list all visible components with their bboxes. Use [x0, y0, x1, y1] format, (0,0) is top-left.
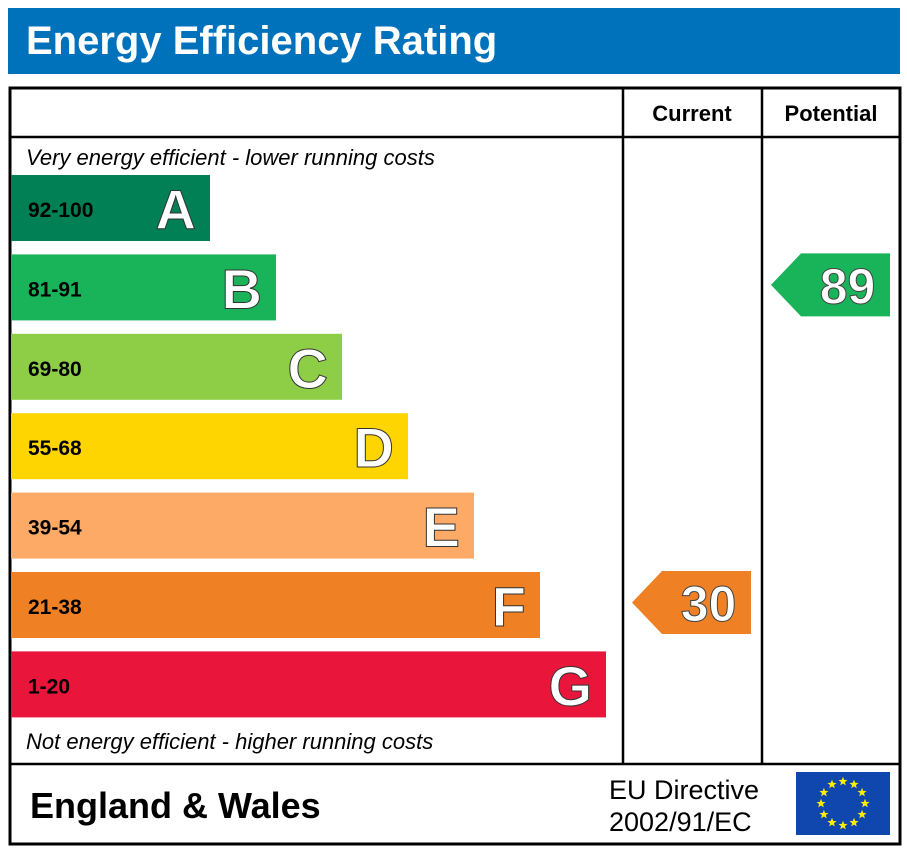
top-note: Very energy efficient - lower running co… [26, 145, 435, 170]
eu-star [849, 817, 859, 827]
directive-line2: 2002/91/EC [609, 807, 752, 837]
eu-star [857, 809, 867, 819]
band-letter: D [354, 416, 394, 479]
directive-line1: EU Directive [609, 775, 759, 805]
current-rating-arrow: 30 [632, 571, 751, 634]
current-rating-value: 30 [681, 576, 737, 632]
band-letter: F [492, 575, 526, 638]
band-range: 92-100 [28, 199, 93, 222]
eu-star [827, 779, 837, 789]
region-label: England & Wales [30, 785, 321, 826]
band-letter: B [222, 257, 262, 320]
eu-star [857, 787, 867, 797]
eu-star [819, 809, 829, 819]
band-letter: E [423, 496, 460, 559]
potential-rating-arrow: 89 [771, 253, 890, 317]
band-d: 55-68 D [11, 413, 408, 480]
frame [8, 86, 902, 846]
eu-star [838, 820, 848, 830]
band-e: 39-54 E [11, 492, 474, 559]
band-b: 81-91 B [11, 254, 276, 321]
band-range: 81-91 [28, 278, 82, 301]
potential-rating-value: 89 [820, 258, 876, 314]
band-g: 1-20 G [11, 651, 606, 718]
band-letter: C [288, 337, 328, 400]
eu-star [838, 776, 848, 786]
band-range: 39-54 [28, 517, 82, 540]
eu-star [816, 798, 826, 808]
band-bar [11, 254, 276, 321]
band-bar [11, 572, 540, 638]
current-column-header: Current [652, 101, 732, 126]
band-f: 21-38 F [11, 572, 540, 639]
band-range: 69-80 [28, 358, 82, 381]
band-letter: G [548, 654, 592, 717]
band-bar [11, 333, 342, 400]
eu-star [849, 779, 859, 789]
eu-flag-icon [796, 772, 890, 835]
band-c: 69-80 C [11, 333, 342, 400]
eu-star [827, 817, 837, 827]
band-a: 92-100 A [11, 175, 210, 242]
band-bar [11, 651, 606, 718]
potential-column-header: Potential [785, 101, 878, 126]
band-range: 1-20 [28, 675, 70, 698]
page-title: Energy Efficiency Rating [8, 8, 900, 74]
bottom-note: Not energy efficient - higher running co… [26, 729, 433, 754]
current-arrow-shape [632, 571, 751, 634]
eu-star [819, 787, 829, 797]
band-range: 21-38 [28, 596, 82, 619]
band-range: 55-68 [28, 437, 82, 460]
band-bar [11, 492, 474, 559]
band-letter: A [156, 178, 196, 241]
eu-star [860, 798, 870, 808]
band-bar [11, 175, 210, 241]
band-bar [11, 413, 408, 480]
potential-arrow-shape [771, 253, 890, 317]
